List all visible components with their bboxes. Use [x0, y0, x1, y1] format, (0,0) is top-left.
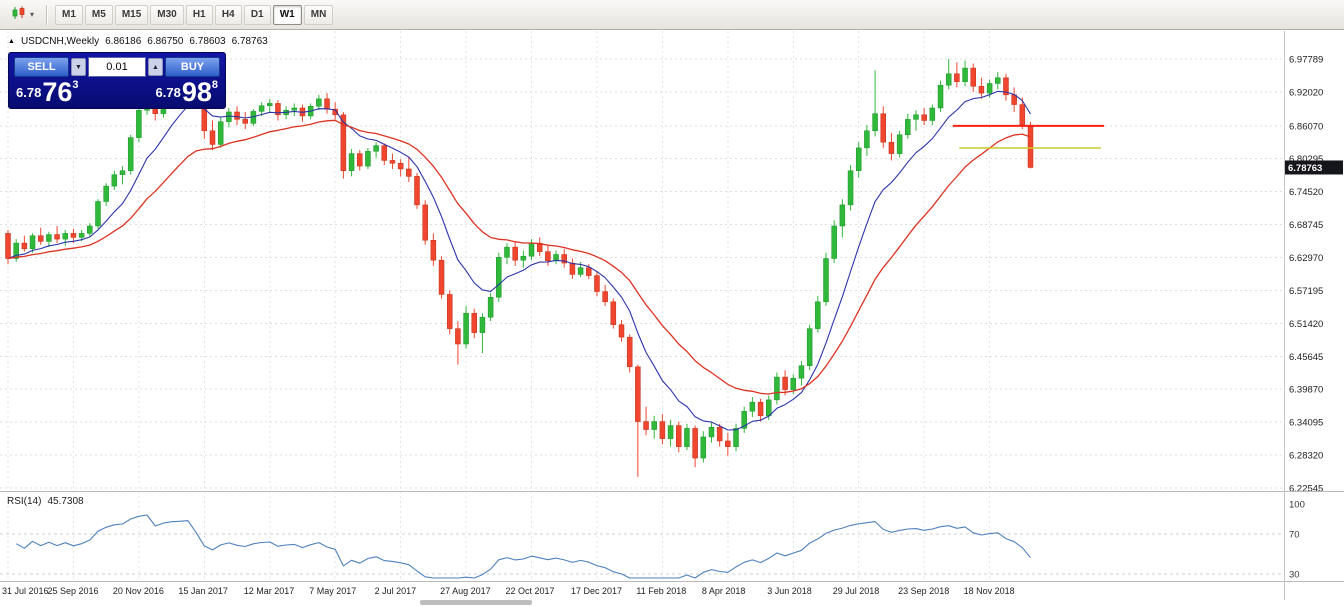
buy-price-small: 6.78 — [155, 85, 181, 100]
chart-grid — [0, 31, 1284, 581]
pane-separators — [0, 31, 1344, 600]
svg-text:70: 70 — [1289, 530, 1300, 541]
symbol-period-label: USDCNH,Weekly — [20, 36, 100, 47]
svg-text:18 Nov 2018: 18 Nov 2018 — [964, 586, 1015, 596]
svg-text:11 Feb 2018: 11 Feb 2018 — [636, 586, 686, 596]
rsi-line[interactable] — [15, 514, 1031, 579]
price-axis-area[interactable] — [1285, 31, 1344, 581]
timeframe-h1-button[interactable]: H1 — [185, 4, 213, 25]
volume-increase-button[interactable]: ▲ — [148, 58, 163, 76]
toolbar-separator — [46, 4, 49, 25]
sell-price-pip: 3 — [72, 79, 79, 91]
svg-text:6.80295: 6.80295 — [1289, 154, 1323, 165]
svg-text:17 Dec 2017: 17 Dec 2017 — [571, 586, 622, 596]
svg-text:20 Nov 2016: 20 Nov 2016 — [113, 586, 164, 596]
timeframe-d1-button[interactable]: D1 — [243, 4, 271, 25]
low-value: 6.78603 — [189, 36, 226, 47]
charts-dropdown-button[interactable]: ▾ — [6, 4, 40, 26]
timeframe-buttons-group: M1 M5 M15 M30 H1 H4 D1 W1 MN — [54, 4, 334, 25]
svg-text:30: 30 — [1289, 570, 1300, 581]
ma-fast-line[interactable] — [7, 90, 1031, 431]
rsi-indicator-label: RSI(14) 45.7308 — [7, 496, 84, 507]
svg-text:6.62970: 6.62970 — [1289, 253, 1323, 264]
sell-button[interactable]: SELL — [14, 57, 69, 77]
buy-price-big: 98 — [181, 77, 212, 107]
open-value: 6.86186 — [105, 36, 142, 47]
timeframe-m30-button[interactable]: M30 — [150, 4, 184, 25]
svg-text:8 Apr 2018: 8 Apr 2018 — [702, 586, 746, 596]
sell-price: 6.78 76 3 — [16, 79, 78, 106]
timeframe-h4-button[interactable]: H4 — [214, 4, 242, 25]
one-click-trading-panel: SELL ▼ ▲ BUY 6.78 76 3 6.78 98 8 — [8, 52, 226, 109]
svg-text:29 Jul 2018: 29 Jul 2018 — [833, 586, 880, 596]
svg-text:6.39870: 6.39870 — [1289, 385, 1323, 396]
ma-slow-line[interactable] — [7, 119, 1031, 395]
svg-text:6.74520: 6.74520 — [1289, 187, 1323, 198]
svg-text:23 Sep 2018: 23 Sep 2018 — [898, 586, 949, 596]
chart-ohlc-header: ▲ USDCNH,Weekly 6.86186 6.86750 6.78603 … — [8, 36, 268, 47]
chart-marker-icon: ▲ — [8, 38, 15, 45]
close-value: 6.78763 — [231, 36, 268, 47]
sell-price-big: 76 — [42, 77, 73, 107]
timeframe-w1-button[interactable]: W1 — [272, 4, 302, 25]
sell-price-small: 6.78 — [16, 85, 42, 100]
volume-decrease-button[interactable]: ▼ — [71, 58, 86, 76]
svg-text:6.57195: 6.57195 — [1289, 286, 1323, 297]
date-axis-area[interactable] — [0, 582, 1284, 600]
buy-price-pip: 8 — [211, 79, 218, 91]
svg-text:6.92020: 6.92020 — [1289, 87, 1323, 98]
pane-divider[interactable] — [0, 489, 1284, 494]
high-value: 6.86750 — [147, 36, 184, 47]
svg-text:12 Mar 2017: 12 Mar 2017 — [244, 586, 295, 596]
svg-text:27 Aug 2017: 27 Aug 2017 — [440, 586, 491, 596]
svg-text:2 Jul 2017: 2 Jul 2017 — [375, 586, 417, 596]
rsi-value: 45.7308 — [47, 496, 84, 507]
svg-text:31 Jul 2016: 31 Jul 2016 — [2, 586, 49, 596]
svg-text:7 May 2017: 7 May 2017 — [309, 586, 356, 596]
date-axis-labels: 31 Jul 201625 Sep 2016 20 Nov 2016 15 Jan … — [2, 586, 1015, 596]
dropdown-caret-icon: ▾ — [30, 10, 35, 19]
buy-button[interactable]: BUY — [165, 57, 220, 77]
timeframe-mn-button[interactable]: MN — [303, 4, 334, 25]
svg-text:6.86070: 6.86070 — [1289, 121, 1323, 132]
timeframe-m1-button[interactable]: M1 — [55, 4, 83, 25]
volume-input[interactable] — [88, 57, 146, 77]
svg-text:6.51420: 6.51420 — [1289, 319, 1323, 330]
svg-text:22 Oct 2017: 22 Oct 2017 — [506, 586, 555, 596]
timeframe-m5-button[interactable]: M5 — [84, 4, 113, 25]
current-price-badge: 6.78763 — [1285, 160, 1343, 175]
svg-text:25 Sep 2016: 25 Sep 2016 — [47, 586, 98, 596]
svg-text:6.34095: 6.34095 — [1289, 418, 1323, 429]
timeframe-m15-button[interactable]: M15 — [114, 4, 149, 25]
buy-price: 6.78 98 8 — [156, 79, 218, 106]
svg-text:6.22545: 6.22545 — [1289, 484, 1323, 495]
svg-text:6.45645: 6.45645 — [1289, 352, 1323, 363]
svg-text:6.97789: 6.97789 — [1289, 55, 1323, 66]
candlestick-chart-icon — [12, 6, 27, 23]
timeframe-toolbar: ▾ M1 M5 M15 M30 H1 H4 D1 W1 MN — [0, 0, 1344, 30]
horizontal-scrollbar-thumb[interactable] — [420, 600, 532, 605]
svg-text:100: 100 — [1289, 500, 1305, 511]
rsi-name: RSI(14) — [7, 496, 42, 507]
rsi-pane-area[interactable] — [0, 494, 1284, 581]
axis-labels: 6.97789 6.92020 6.86070 6.80295 6.74520 6.687… — [1289, 55, 1323, 581]
svg-text:6.78763: 6.78763 — [1288, 163, 1322, 174]
svg-text:15 Jan 2017: 15 Jan 2017 — [178, 586, 228, 596]
svg-text:6.28320: 6.28320 — [1289, 451, 1323, 462]
svg-text:3 Jun 2018: 3 Jun 2018 — [767, 586, 812, 596]
svg-text:6.68745: 6.68745 — [1289, 220, 1323, 231]
